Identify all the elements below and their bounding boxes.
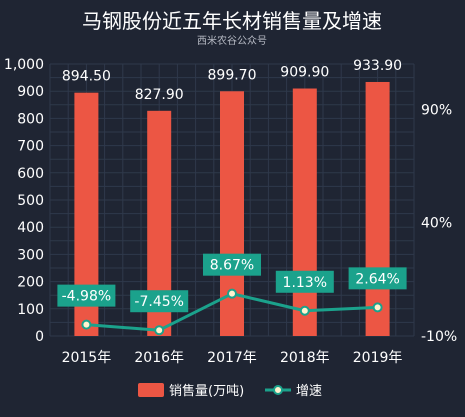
legend-line-marker xyxy=(273,385,283,395)
chart-subtitle: 西米农谷公众号 xyxy=(197,34,267,47)
growth-data-label: -7.45% xyxy=(134,294,184,310)
x-axis-category-label: 2016年 xyxy=(134,350,184,366)
x-axis-category-label: 2019年 xyxy=(353,350,403,366)
growth-data-label: -4.98% xyxy=(62,289,112,305)
left-axis-tick-label: 200 xyxy=(17,275,44,291)
legend-bar-swatch xyxy=(138,383,164,397)
legend-bar-label: 销售量(万吨) xyxy=(169,383,244,399)
left-axis-tick-label: 1,000 xyxy=(4,57,44,73)
left-axis-tick-label: 400 xyxy=(17,220,44,236)
x-axis-category-label: 2018年 xyxy=(280,350,330,366)
growth-data-label: 8.67% xyxy=(210,258,254,274)
legend-line-label: 增速 xyxy=(296,384,322,399)
bar-data-label: 894.50 xyxy=(62,69,111,85)
left-axis-tick-label: 500 xyxy=(17,193,44,209)
left-axis-tick-label: 600 xyxy=(17,166,44,182)
right-axis-tick-label: -10% xyxy=(421,329,457,345)
bar xyxy=(292,88,317,336)
left-axis-tick-label: 800 xyxy=(17,111,44,127)
left-axis-tick-label: 0 xyxy=(35,329,44,345)
growth-label-box xyxy=(348,267,407,290)
bar-data-label: 899.70 xyxy=(208,67,257,83)
x-axis-category-label: 2015年 xyxy=(62,350,112,366)
x-axis-category-label: 2017年 xyxy=(207,350,257,366)
growth-label-box xyxy=(203,253,261,276)
left-axis-tick-label: 900 xyxy=(17,84,44,100)
growth-data-label: 1.13% xyxy=(283,275,327,291)
left-axis-tick-label: 100 xyxy=(17,302,44,318)
growth-point xyxy=(81,319,92,330)
left-axis-tick-label: 300 xyxy=(17,247,44,263)
growth-label-box xyxy=(57,284,116,307)
right-axis-tick-label: 40% xyxy=(421,216,452,232)
left-axis-tick-label: 700 xyxy=(17,139,44,155)
growth-point xyxy=(154,325,165,336)
growth-point xyxy=(299,305,310,316)
growth-point xyxy=(227,288,237,299)
right-axis-tick-label: 90% xyxy=(421,102,452,118)
bar-data-label: 933.90 xyxy=(353,58,402,74)
growth-label-box xyxy=(130,290,189,313)
bar-data-label: 827.90 xyxy=(135,87,184,103)
bar xyxy=(365,81,390,336)
chart-title: 马钢股份近五年长材销售量及增速 xyxy=(82,9,382,33)
growth-label-box xyxy=(275,270,334,293)
growth-data-label: 2.64% xyxy=(355,271,399,287)
bar-data-label: 909.90 xyxy=(280,65,329,81)
growth-point xyxy=(372,302,383,313)
